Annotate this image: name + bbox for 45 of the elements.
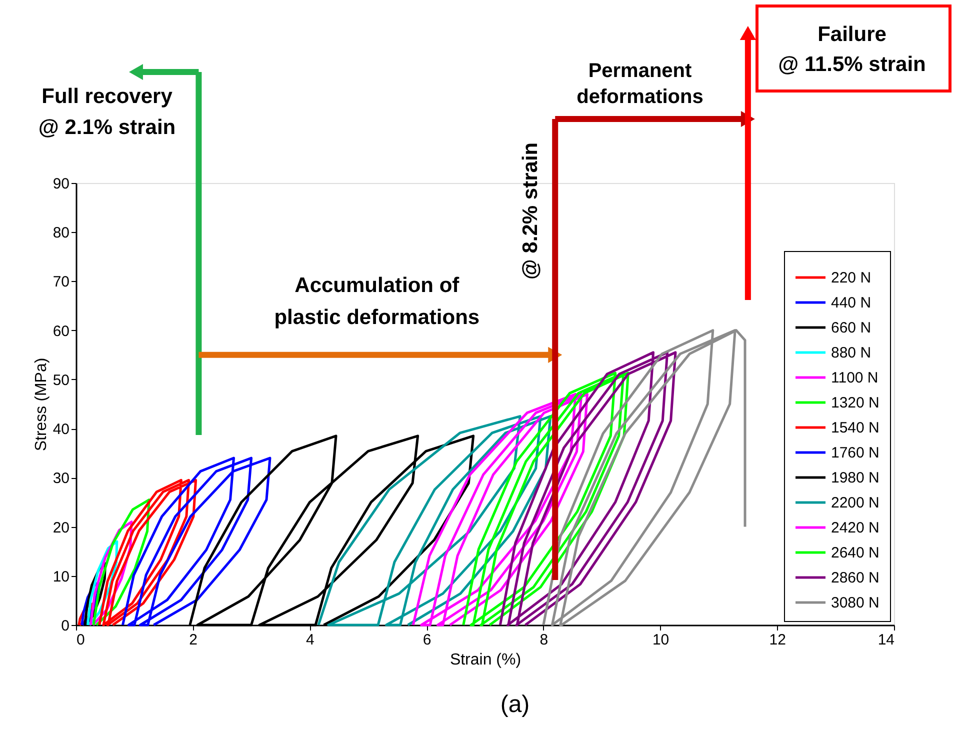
legend-label: 1760 N [831, 444, 880, 462]
ref-line-label: Accumulation of plastic deformations [274, 274, 480, 329]
y-tick-label: 20 [52, 519, 70, 536]
line-series [121, 456, 272, 626]
legend-label: 2200 N [831, 494, 880, 512]
x-tick-label: 4 [306, 632, 314, 648]
y-tick-label: 30 [52, 470, 70, 488]
y-axis-title: Stress (MPa) [32, 358, 50, 452]
legend-label: 2420 N [831, 520, 880, 536]
x-tick-label: 10 [652, 632, 670, 648]
legend-label: 1540 N [831, 420, 880, 436]
y-tick-label: 0 [61, 618, 70, 634]
legend-label: 220 N [831, 270, 872, 286]
legend-label: 2640 N [831, 544, 880, 562]
x-tick-label: 0 [76, 632, 85, 648]
ref-line-label: @ 8.2% strain [519, 142, 542, 280]
line-series [542, 329, 746, 626]
legend-label: 880 N [831, 344, 872, 362]
y-tick-label: 60 [52, 322, 70, 340]
text: (a) [500, 691, 530, 718]
legend-label: 660 N [831, 320, 872, 336]
x-tick-label: 2 [189, 632, 198, 648]
y-tick-label: 80 [52, 224, 70, 242]
legend-label: 2860 N [831, 570, 880, 586]
line-series [92, 498, 150, 626]
y-tick-label: 50 [52, 372, 70, 389]
legend-label: 1100 N [831, 370, 878, 386]
y-tick-label: 90 [52, 176, 70, 192]
legend-label: 3080 N [831, 594, 880, 612]
x-tick-label: 12 [769, 632, 786, 648]
x-tick-label: 6 [422, 632, 432, 648]
legend-label: 1980 N [831, 470, 880, 486]
line-series [498, 351, 677, 626]
y-tick-label: 70 [52, 274, 70, 291]
x-tick-label: 14 [878, 632, 894, 648]
text: Permanent deformations [576, 60, 704, 108]
legend-label: 440 N [831, 294, 872, 312]
legend-label: 1320 N [831, 394, 880, 412]
y-tick-label: 10 [52, 568, 70, 586]
ref-line-label: Full recovery @ 2.1% strain [38, 85, 176, 139]
ref-line-label: Failure @ 11.5% strain [778, 23, 926, 76]
line-series [98, 478, 198, 626]
x-axis-title: Strain (%) [450, 652, 522, 668]
y-tick-label: 40 [52, 421, 70, 438]
x-tick-label: 8 [540, 632, 548, 648]
